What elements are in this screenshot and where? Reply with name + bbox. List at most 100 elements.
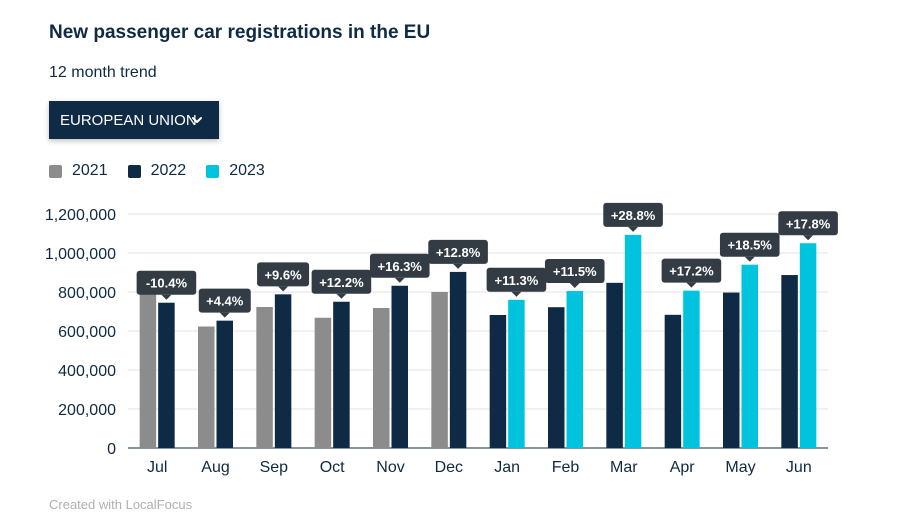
annotation-bubble: +11.5% — [544, 259, 605, 289]
x-tick-label: Jul — [147, 459, 167, 476]
region-dropdown-label: EUROPEAN UNION — [60, 111, 197, 129]
bar-2021-jul — [139, 287, 157, 448]
annotation-label: +17.2% — [669, 264, 714, 279]
bar-2023-may — [741, 264, 758, 448]
annotation-box — [719, 232, 780, 257]
annotation-box — [136, 270, 197, 295]
bar-2021-aug — [198, 326, 215, 448]
x-tick-label: Oct — [320, 459, 345, 476]
annotation-label: -10.4% — [146, 276, 188, 291]
legend-item-2023[interactable]: 2023 — [206, 162, 265, 180]
bar-2022-jun — [781, 275, 798, 448]
x-tick-label: Sep — [260, 459, 289, 476]
annotation-box — [486, 267, 547, 292]
annotation-bubble: +17.2% — [661, 258, 722, 288]
annotation-bubble: +9.6% — [257, 262, 310, 292]
x-tick-label: Jun — [786, 459, 812, 476]
annotation-box — [311, 269, 372, 294]
bar-2022-mar — [606, 282, 623, 448]
annotation-pointer — [161, 294, 172, 300]
legend-item-2022[interactable]: 2022 — [127, 162, 187, 180]
annotation-label: +16.3% — [378, 259, 423, 274]
legend-swatch-2021 — [49, 164, 62, 178]
legend-swatch-2023 — [206, 164, 220, 178]
annotation-pointer — [569, 283, 580, 289]
bar-2023-feb — [566, 291, 583, 448]
legend-label-2022: 2022 — [150, 162, 187, 179]
legend-item-2021[interactable]: 2021 — [49, 162, 108, 180]
annotation-bubble: +18.5% — [719, 232, 780, 262]
annotation-bubble: +28.8% — [603, 202, 663, 232]
annotation-pointer — [278, 286, 289, 292]
bar-2022-dec — [449, 271, 467, 448]
bar-2022-apr — [664, 314, 682, 448]
annotation-label: +4.4% — [206, 294, 244, 309]
annotation-pointer — [686, 282, 697, 288]
bar-2023-jan — [508, 299, 525, 448]
annotation-label: +18.5% — [728, 238, 773, 253]
bar-2021-nov — [373, 307, 390, 448]
annotation-pointer — [219, 312, 230, 318]
annotation-box — [257, 262, 310, 287]
annotation-label: +17.8% — [786, 216, 831, 231]
annotation-pointer — [336, 293, 347, 299]
annotation-bubble: -10.4% — [136, 270, 197, 300]
annotation-bubble: +12.8% — [428, 239, 488, 269]
bar-2023-jun — [799, 243, 817, 448]
chevron-down-icon — [192, 117, 202, 123]
annotation-label: +11.3% — [495, 273, 539, 288]
annotation-box — [369, 253, 430, 278]
annotation-box — [603, 202, 663, 227]
annotation-label: +28.8% — [611, 208, 656, 223]
bar-2022-jul — [158, 302, 175, 448]
bar-2023-apr — [683, 290, 700, 448]
y-tick-label: 400,000 — [58, 363, 116, 380]
x-tick-label: May — [725, 459, 755, 476]
bar-2023-mar — [624, 234, 642, 448]
bar-2022-nov — [391, 285, 408, 448]
bar-2021-sep — [256, 307, 273, 448]
annotation-bubble: +17.8% — [778, 211, 838, 241]
y-tick-label: 800,000 — [58, 285, 116, 302]
legend-label-2021: 2021 — [72, 162, 108, 179]
annotation-pointer — [511, 291, 522, 297]
bar-2022-may — [723, 292, 740, 448]
annotation-pointer — [803, 235, 814, 241]
legend-label-2023: 2023 — [229, 162, 265, 179]
annotation-label: +9.6% — [264, 267, 302, 282]
y-tick-label: 1,200,000 — [45, 207, 116, 224]
annotation-bubble: +12.2% — [311, 269, 372, 299]
bar-2021-dec — [431, 292, 448, 448]
annotation-bubble: +4.4% — [198, 288, 251, 318]
x-tick-label: Apr — [670, 459, 696, 476]
x-tick-label: Dec — [435, 459, 463, 476]
y-tick-label: 600,000 — [58, 324, 116, 341]
y-tick-label: 0 — [107, 441, 116, 458]
chart-legend: 2021 2022 2023 — [49, 162, 285, 180]
region-dropdown[interactable]: EUROPEAN UNION — [49, 101, 219, 139]
bar-2022-oct — [333, 301, 350, 448]
annotation-bubble: +11.3% — [486, 267, 547, 297]
annotation-pointer — [394, 277, 405, 283]
annotation-pointer — [628, 226, 639, 232]
annotation-pointer — [453, 263, 464, 269]
chart-title: New passenger car registrations in the E… — [49, 22, 431, 43]
annotation-box — [198, 288, 251, 313]
legend-swatch-2022 — [127, 164, 141, 178]
x-tick-label: Mar — [610, 459, 638, 476]
bar-2022-feb — [548, 307, 565, 448]
bar-2021-oct — [314, 317, 332, 448]
annotation-box — [544, 259, 605, 284]
x-tick-label: Feb — [552, 459, 580, 476]
annotation-bubble: +16.3% — [369, 253, 430, 283]
annotation-box — [428, 239, 488, 264]
annotation-box — [661, 258, 722, 283]
annotation-box — [778, 211, 838, 236]
bar-2022-jan — [489, 315, 507, 448]
bar-2022-sep — [274, 294, 292, 448]
chart-subtitle: 12 month trend — [49, 64, 157, 81]
x-tick-label: Nov — [376, 459, 404, 476]
y-tick-label: 1,000,000 — [45, 246, 116, 263]
annotation-label: +12.2% — [319, 275, 364, 290]
